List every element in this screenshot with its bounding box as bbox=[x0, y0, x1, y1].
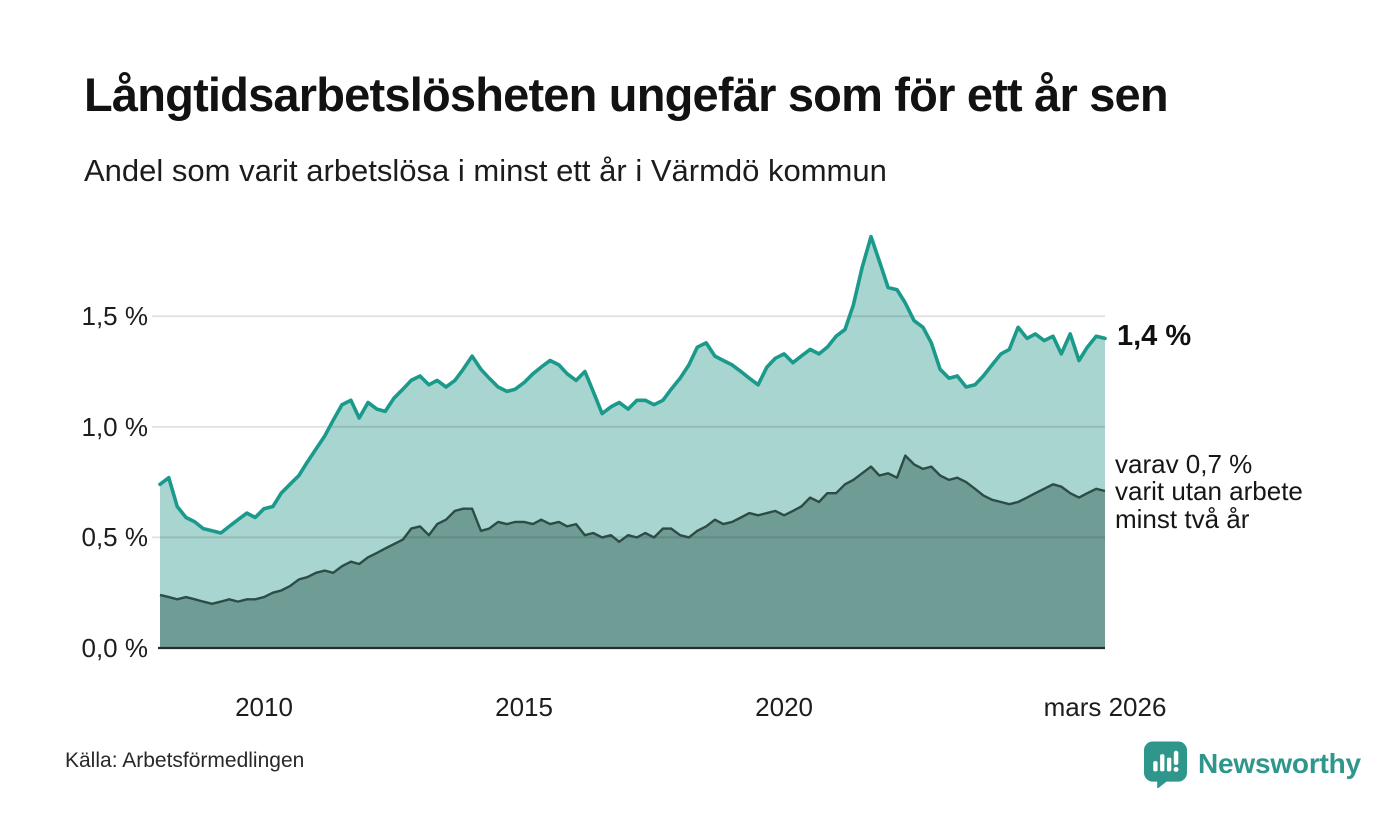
page-title: Långtidsarbetslösheten ungefär som för e… bbox=[84, 68, 1169, 121]
line-two-years bbox=[159, 454, 1106, 605]
source-attribution: Källa: Arbetsförmedlingen bbox=[65, 749, 305, 772]
x-tick-label: 2020 bbox=[755, 692, 814, 722]
newsworthy-logo-icon bbox=[1143, 740, 1188, 788]
series-end-label-one-year: 1,4 % bbox=[1117, 320, 1192, 353]
series-end-label-line3: minst två år bbox=[1115, 503, 1250, 534]
y-tick-label: 1,5 % bbox=[81, 301, 149, 332]
x-tick-label: mars 2026 bbox=[1043, 692, 1167, 722]
x-tick-label: 2010 bbox=[235, 692, 293, 722]
y-tick-label: 0,0 % bbox=[81, 633, 149, 663]
chart-svg bbox=[152, 234, 1107, 650]
series-end-label-two-years: varav 0,7 % varit utan arbete minst två … bbox=[1115, 448, 1303, 534]
series-end-label-line2: varit utan arbete bbox=[1115, 476, 1303, 507]
chart-subtitle: Andel som varit arbetslösa i minst ett å… bbox=[84, 153, 887, 188]
y-tick-label: 1,0 % bbox=[81, 411, 149, 442]
newsworthy-wordmark: Newsworthy bbox=[1198, 748, 1361, 779]
series-end-label-line1: varav 0,7 % bbox=[1115, 448, 1253, 479]
y-tick-label: 0,5 % bbox=[81, 522, 149, 553]
area-two-years bbox=[160, 455, 1105, 648]
line-one-year bbox=[158, 234, 1107, 535]
x-tick-label: 2015 bbox=[495, 692, 553, 722]
newsworthy-brand: Newsworthy bbox=[1143, 740, 1361, 788]
